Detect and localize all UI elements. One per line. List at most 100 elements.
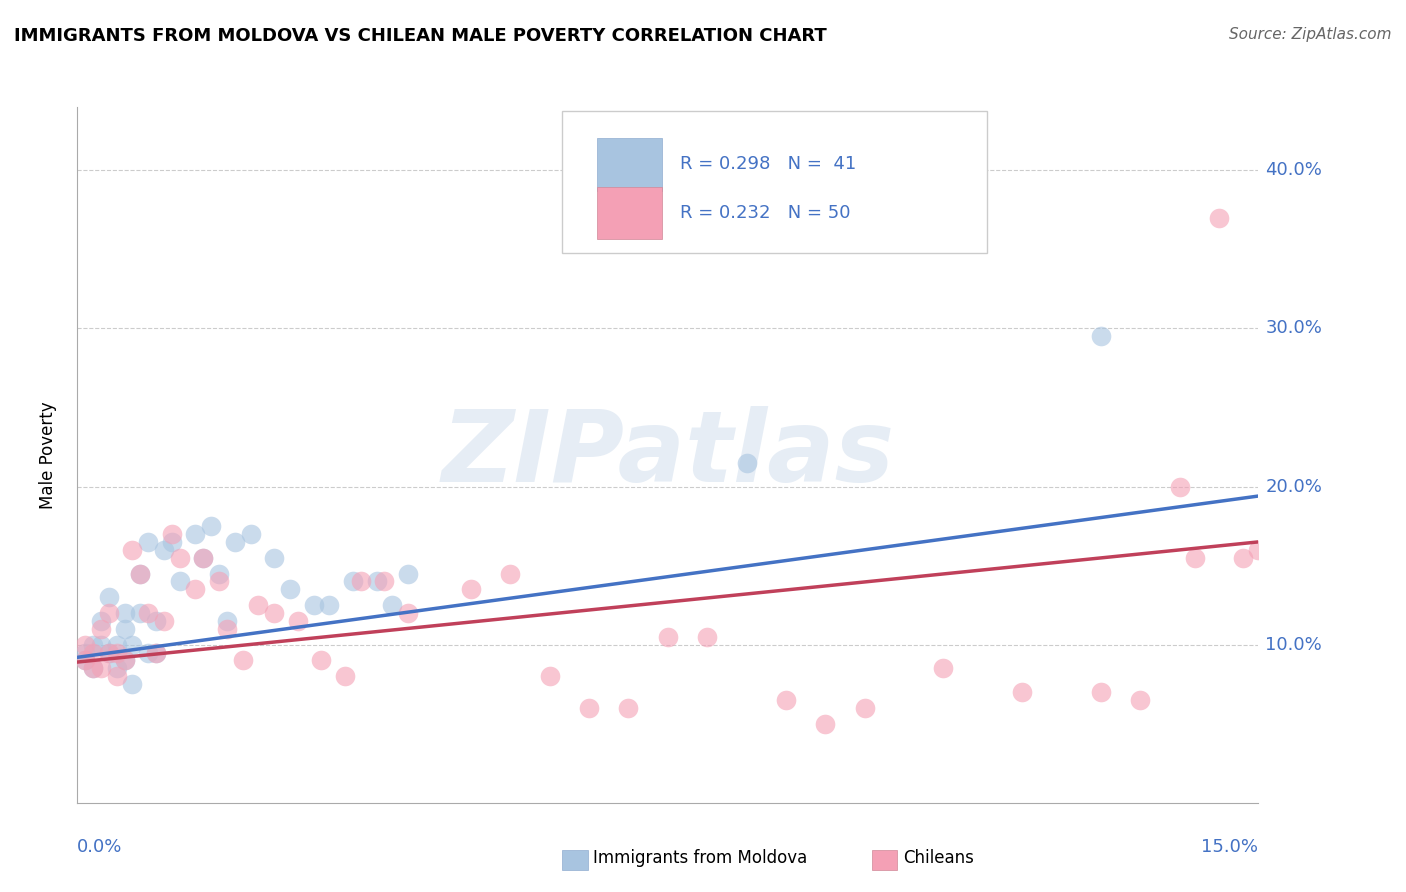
Text: 15.0%: 15.0% xyxy=(1201,838,1258,856)
Point xyxy=(82,646,104,660)
Text: Male Poverty: Male Poverty xyxy=(39,401,56,508)
Point xyxy=(145,614,167,628)
Point xyxy=(287,614,309,628)
Point xyxy=(97,591,120,605)
Point xyxy=(90,661,112,675)
Point xyxy=(82,661,104,675)
Point xyxy=(121,638,143,652)
Point xyxy=(499,566,522,581)
Point xyxy=(114,653,136,667)
Point xyxy=(75,638,97,652)
Point xyxy=(105,669,128,683)
Point xyxy=(129,566,152,581)
Point xyxy=(169,550,191,565)
Point xyxy=(232,653,254,667)
Point xyxy=(121,677,143,691)
Text: 10.0%: 10.0% xyxy=(1265,636,1322,654)
Point xyxy=(97,646,120,660)
Text: Source: ZipAtlas.com: Source: ZipAtlas.com xyxy=(1229,27,1392,42)
Point xyxy=(136,646,159,660)
Point xyxy=(105,638,128,652)
Point xyxy=(342,574,364,589)
Text: ZIPatlas: ZIPatlas xyxy=(441,407,894,503)
Text: R = 0.298   N =  41: R = 0.298 N = 41 xyxy=(679,155,856,173)
Point xyxy=(136,606,159,620)
Point xyxy=(853,701,876,715)
Point xyxy=(90,638,112,652)
Point xyxy=(75,653,97,667)
Point xyxy=(160,527,183,541)
Point xyxy=(208,566,231,581)
Point xyxy=(350,574,373,589)
Point xyxy=(247,598,270,612)
FancyBboxPatch shape xyxy=(598,138,662,191)
Point xyxy=(114,653,136,667)
Point xyxy=(1168,479,1191,493)
Point xyxy=(278,582,301,597)
Point xyxy=(1129,693,1152,707)
Point xyxy=(263,606,285,620)
Point xyxy=(333,669,356,683)
Point xyxy=(129,606,152,620)
Point xyxy=(775,693,797,707)
Point xyxy=(153,542,176,557)
Point xyxy=(82,661,104,675)
Point xyxy=(224,534,246,549)
Point xyxy=(105,661,128,675)
Point xyxy=(696,630,718,644)
Text: 40.0%: 40.0% xyxy=(1265,161,1322,179)
Point xyxy=(617,701,640,715)
Point xyxy=(657,630,679,644)
Text: IMMIGRANTS FROM MOLDOVA VS CHILEAN MALE POVERTY CORRELATION CHART: IMMIGRANTS FROM MOLDOVA VS CHILEAN MALE … xyxy=(14,27,827,45)
Point xyxy=(366,574,388,589)
Point xyxy=(169,574,191,589)
Point xyxy=(381,598,404,612)
Point xyxy=(200,519,222,533)
Point xyxy=(1247,542,1270,557)
Point xyxy=(114,622,136,636)
Point xyxy=(114,606,136,620)
Point xyxy=(578,701,600,715)
Point xyxy=(1090,329,1112,343)
Point xyxy=(97,646,120,660)
Point xyxy=(184,582,207,597)
Point xyxy=(396,606,419,620)
Point xyxy=(1090,685,1112,699)
Point xyxy=(215,614,238,628)
Point xyxy=(1011,685,1033,699)
Point xyxy=(215,622,238,636)
Point xyxy=(90,614,112,628)
Point xyxy=(1184,550,1206,565)
Point xyxy=(75,646,97,660)
Point xyxy=(129,566,152,581)
Point xyxy=(97,606,120,620)
Point xyxy=(153,614,176,628)
Point xyxy=(373,574,395,589)
Point xyxy=(1232,550,1254,565)
Text: Immigrants from Moldova: Immigrants from Moldova xyxy=(593,849,807,867)
Point xyxy=(75,653,97,667)
Point xyxy=(735,456,758,470)
Point xyxy=(814,716,837,731)
Text: R = 0.232   N = 50: R = 0.232 N = 50 xyxy=(679,204,851,222)
Text: 0.0%: 0.0% xyxy=(77,838,122,856)
Text: Chileans: Chileans xyxy=(903,849,973,867)
Point xyxy=(311,653,333,667)
Point xyxy=(145,646,167,660)
Point xyxy=(460,582,482,597)
Point xyxy=(302,598,325,612)
Point xyxy=(396,566,419,581)
Point xyxy=(121,542,143,557)
Point xyxy=(90,622,112,636)
FancyBboxPatch shape xyxy=(561,111,987,253)
Point xyxy=(538,669,561,683)
Point xyxy=(160,534,183,549)
Point xyxy=(1208,211,1230,225)
Point xyxy=(193,550,215,565)
Point xyxy=(208,574,231,589)
Text: 20.0%: 20.0% xyxy=(1265,477,1322,496)
Point xyxy=(239,527,262,541)
Point xyxy=(932,661,955,675)
Point xyxy=(193,550,215,565)
Point xyxy=(105,646,128,660)
